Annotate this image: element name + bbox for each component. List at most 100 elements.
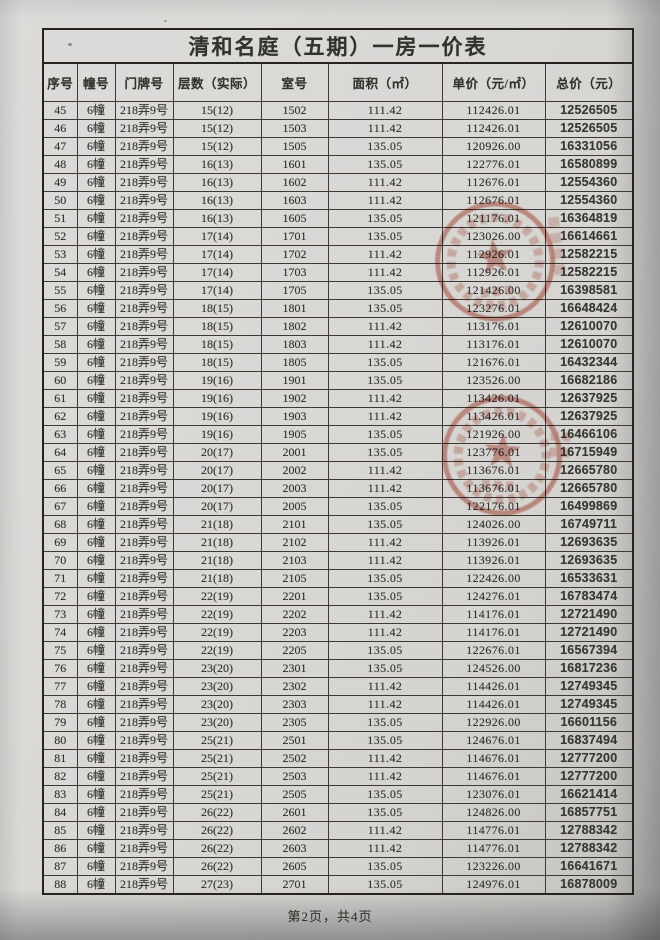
table-cell: 218弄9号 xyxy=(114,245,174,264)
page-footer: 第2页，共4页 xyxy=(287,909,373,924)
table-cell: 135.05 xyxy=(327,281,443,300)
table-row: 74 6幢 218弄9号 22(19) 2203 111.42 114176.01 12721… xyxy=(42,623,634,642)
table-cell: 66 xyxy=(42,479,78,498)
table-cell: 218弄9号 xyxy=(114,371,174,390)
table-cell: 123276.01 xyxy=(441,299,546,318)
table-row: 46 6幢 218弄9号 15(12) 1503 111.42 112426.01 12526… xyxy=(42,119,634,138)
table-cell: 218弄9号 xyxy=(114,533,174,552)
table-cell: 77 xyxy=(42,677,78,696)
table-cell: 6幢 xyxy=(76,101,116,120)
table-cell: 12721490 xyxy=(544,623,634,642)
table-row: 81 6幢 218弄9号 25(21) 2502 111.42 114676.01 12777… xyxy=(42,749,634,768)
table-cell: 6幢 xyxy=(76,659,116,678)
table-row: 87 6幢 218弄9号 26(22) 2605 135.05 123226.00 16641… xyxy=(42,857,634,876)
table-cell: 113676.01 xyxy=(441,479,546,498)
table-cell: 111.42 xyxy=(327,623,443,642)
table-cell: 218弄9号 xyxy=(114,263,174,282)
table-cell: 135.05 xyxy=(327,137,443,156)
table-row: 59 6幢 218弄9号 18(15) 1805 135.05 121676.01 16432… xyxy=(42,353,634,372)
table-cell: 59 xyxy=(42,353,78,372)
table-cell: 6幢 xyxy=(76,227,116,246)
table-cell: 111.42 xyxy=(327,749,443,768)
table-cell: 111.42 xyxy=(327,173,443,192)
table-cell: 1801 xyxy=(260,299,329,318)
table-row: 73 6幢 218弄9号 22(19) 2202 111.42 114176.01 12721… xyxy=(42,605,634,624)
table-cell: 16499869 xyxy=(544,497,634,516)
column-header-row: 序号 幢号 门牌号 层数（实际） 室号 面积（㎡） 单价（元/㎡） 总价（元） xyxy=(42,62,634,102)
table-cell: 112676.01 xyxy=(441,191,546,210)
table-cell: 75 xyxy=(42,641,78,660)
table-cell: 111.42 xyxy=(327,407,443,426)
table-cell: 121926.00 xyxy=(441,425,546,444)
table-cell: 16398581 xyxy=(544,281,634,300)
table-cell: 12610070 xyxy=(544,335,634,354)
table-cell: 218弄9号 xyxy=(114,407,174,426)
table-cell: 2103 xyxy=(260,551,329,570)
table-cell: 218弄9号 xyxy=(114,119,174,138)
column-header: 层数（实际） xyxy=(172,62,262,102)
table-cell: 121676.01 xyxy=(441,353,546,372)
table-cell: 23(20) xyxy=(172,695,262,714)
table-cell: 114676.01 xyxy=(441,749,546,768)
table-cell: 62 xyxy=(42,407,78,426)
table-cell: 218弄9号 xyxy=(114,749,174,768)
table-cell: 6幢 xyxy=(76,407,116,426)
table-cell: 25(21) xyxy=(172,767,262,786)
table-cell: 80 xyxy=(42,731,78,750)
table-cell: 60 xyxy=(42,371,78,390)
table-cell: 26(22) xyxy=(172,857,262,876)
table-cell: 111.42 xyxy=(327,767,443,786)
table-cell: 218弄9号 xyxy=(114,353,174,372)
table-cell: 124276.01 xyxy=(441,587,546,606)
table-cell: 218弄9号 xyxy=(114,389,174,408)
table-row: 88 6幢 218弄9号 27(23) 2701 135.05 124976.01 16878… xyxy=(42,875,634,895)
table-cell: 2701 xyxy=(260,875,329,895)
table-cell: 6幢 xyxy=(76,335,116,354)
table-cell: 2101 xyxy=(260,515,329,534)
column-header: 门牌号 xyxy=(114,62,174,102)
table-cell: 218弄9号 xyxy=(114,335,174,354)
table-cell: 111.42 xyxy=(327,839,443,858)
table-body: 45 6幢 218弄9号 15(12) 1502 111.42 112426.01 12526… xyxy=(42,101,634,895)
table-cell: 123026.00 xyxy=(441,227,546,246)
table-cell: 135.05 xyxy=(327,587,443,606)
table-cell: 22(19) xyxy=(172,605,262,624)
table-cell: 135.05 xyxy=(327,371,443,390)
table-cell: 21(18) xyxy=(172,533,262,552)
table-cell: 1901 xyxy=(260,371,329,390)
table-cell: 218弄9号 xyxy=(114,641,174,660)
table-cell: 218弄9号 xyxy=(114,479,174,498)
table-cell: 218弄9号 xyxy=(114,317,174,336)
table-row: 58 6幢 218弄9号 18(15) 1803 111.42 113176.01 12610… xyxy=(42,335,634,354)
table-row: 45 6幢 218弄9号 15(12) 1502 111.42 112426.01 12526… xyxy=(42,101,634,120)
table-cell: 1701 xyxy=(260,227,329,246)
table-cell: 218弄9号 xyxy=(114,191,174,210)
table-cell: 120926.00 xyxy=(441,137,546,156)
table-cell: 16601156 xyxy=(544,713,634,732)
table-cell: 218弄9号 xyxy=(114,137,174,156)
table-cell: 83 xyxy=(42,785,78,804)
table-cell: 113426.01 xyxy=(441,407,546,426)
table-cell: 6幢 xyxy=(76,587,116,606)
table-cell: 12777200 xyxy=(544,767,634,786)
price-table: 清和名庭（五期）一房一价表 序号 幢号 门牌号 层数（实际） 室号 面积（㎡） 单价（元/㎡… xyxy=(42,28,634,895)
column-header: 序号 xyxy=(42,62,78,102)
table-cell: 111.42 xyxy=(327,101,443,120)
table-cell: 12637925 xyxy=(544,407,634,426)
table-cell: 122926.00 xyxy=(441,713,546,732)
table-cell: 16715949 xyxy=(544,443,634,462)
table-cell: 135.05 xyxy=(327,497,443,516)
column-header: 总价（元） xyxy=(544,62,634,102)
table-cell: 111.42 xyxy=(327,317,443,336)
table-cell: 122176.01 xyxy=(441,497,546,516)
table-cell: 121176.01 xyxy=(441,209,546,228)
table-cell: 218弄9号 xyxy=(114,731,174,750)
table-cell: 218弄9号 xyxy=(114,623,174,642)
table-cell: 1602 xyxy=(260,173,329,192)
table-cell: 6幢 xyxy=(76,641,116,660)
table-cell: 2601 xyxy=(260,803,329,822)
table-cell: 135.05 xyxy=(327,353,443,372)
table-cell: 54 xyxy=(42,263,78,282)
table-cell: 84 xyxy=(42,803,78,822)
table-row: 68 6幢 218弄9号 21(18) 2101 135.05 124026.00 16749… xyxy=(42,515,634,534)
